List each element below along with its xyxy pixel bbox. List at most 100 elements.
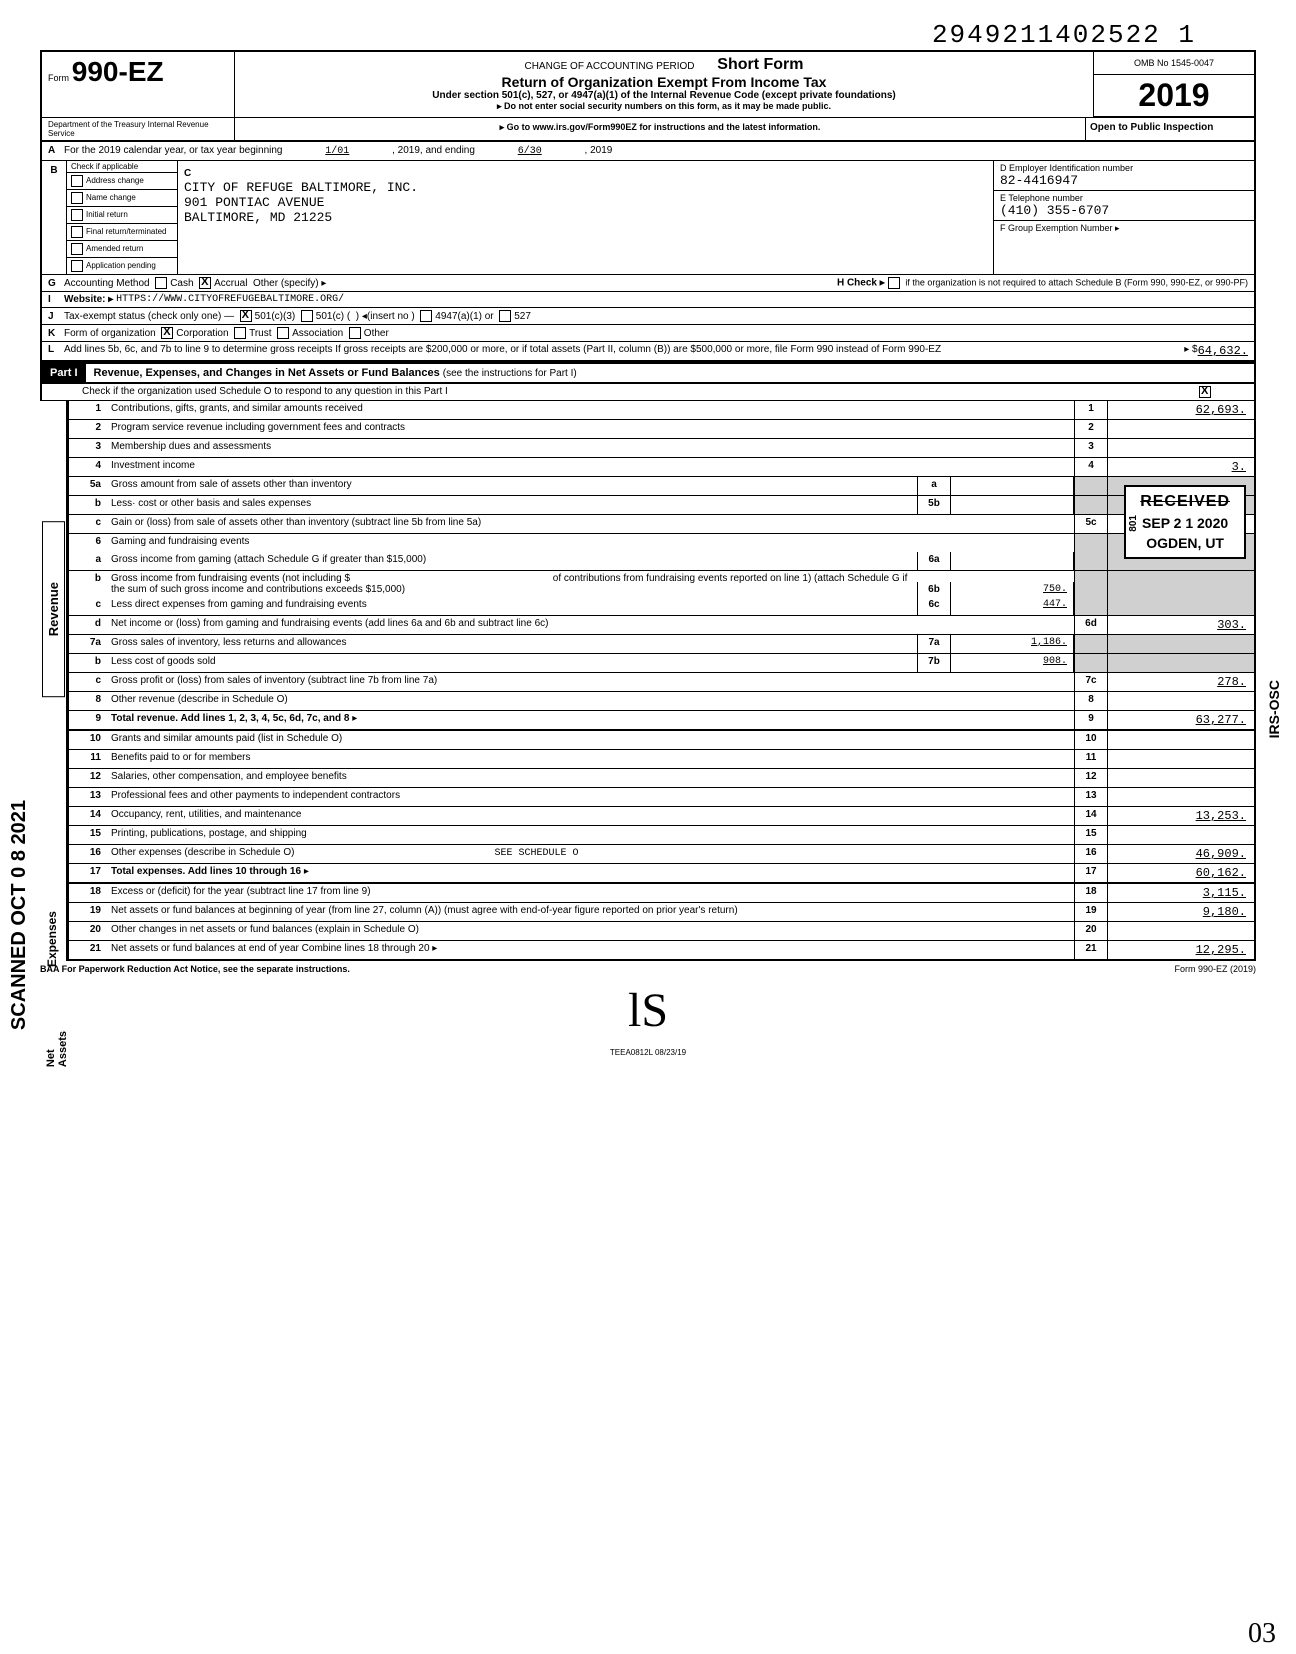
schedule-o-checkbox[interactable]	[1199, 386, 1211, 398]
line-17-rn: 17	[1074, 864, 1108, 882]
line-6c-mn: 6c	[917, 597, 951, 615]
line-12-num: 12	[69, 769, 107, 787]
address-change-checkbox[interactable]	[71, 175, 83, 187]
line-13-rn: 13	[1074, 788, 1108, 806]
501c-checkbox[interactable]	[301, 310, 313, 322]
row-i: I Website: ▸ HTTPS://WWW.CITYOFREFUGEBAL…	[40, 292, 1256, 308]
line-5b-mn: 5b	[917, 496, 951, 514]
scanned-stamp: SCANNED OCT 0 8 2021	[8, 800, 31, 1030]
form-org-label: Form of organization	[64, 328, 156, 339]
line-14: 14Occupancy, rent, utilities, and mainte…	[67, 807, 1256, 826]
line-13-value	[1108, 788, 1254, 806]
line-6a-mv	[951, 552, 1074, 570]
line-14-desc: Occupancy, rent, utilities, and maintena…	[107, 807, 1074, 825]
line-2-rn: 2	[1074, 420, 1108, 438]
received-date: SEP 2 1 2020	[1142, 515, 1228, 531]
line-6-num: 6	[69, 534, 107, 552]
label-c: C	[184, 168, 191, 179]
phone-label: E Telephone number	[1000, 193, 1083, 203]
initial-return-checkbox[interactable]	[71, 209, 83, 221]
schedule-b-checkbox[interactable]	[888, 277, 900, 289]
accrual-checkbox[interactable]	[199, 277, 211, 289]
initial-return-label: Initial return	[86, 210, 128, 219]
line-8-rn: 8	[1074, 692, 1108, 710]
line-7c-rn: 7c	[1074, 673, 1108, 691]
line-18-num: 18	[69, 884, 107, 902]
line-7a-mn: 7a	[917, 635, 951, 653]
association-checkbox[interactable]	[277, 327, 289, 339]
association-label: Association	[292, 328, 343, 339]
line-12-value	[1108, 769, 1254, 787]
line-7b-rv-shaded	[1108, 654, 1254, 672]
line-16-num: 16	[69, 845, 107, 863]
other-org-checkbox[interactable]	[349, 327, 361, 339]
4947-checkbox[interactable]	[420, 310, 432, 322]
line-16-rn: 16	[1074, 845, 1108, 863]
line-6b-rn-shaded	[1074, 571, 1108, 597]
line-3: 3Membership dues and assessments3	[67, 439, 1256, 458]
line-8-value	[1108, 692, 1254, 710]
line-5b: bLess· cost or other basis and sales exp…	[67, 496, 1256, 515]
org-street: 901 PONTIAC AVENUE	[184, 195, 324, 210]
line-15: 15Printing, publications, postage, and s…	[67, 826, 1256, 845]
527-checkbox[interactable]	[499, 310, 511, 322]
line-7a-rn-shaded	[1074, 635, 1108, 653]
line-6b-mn: 6b	[917, 582, 951, 597]
ssn-warning: ▸ Do not enter social security numbers o…	[245, 101, 1083, 112]
ein-value: 82-4416947	[1000, 173, 1248, 188]
line-14-value: 13,253.	[1108, 807, 1254, 825]
address-change-label: Address change	[86, 176, 144, 185]
schedule-o-check-text: Check if the organization used Schedule …	[82, 386, 448, 398]
row-k: K Form of organization Corporation Trust…	[40, 325, 1256, 342]
line-1-rn: 1	[1074, 401, 1108, 419]
line-21-rn: 21	[1074, 941, 1108, 959]
line-6: 6Gaming and fundraising events	[67, 534, 1256, 552]
line-15-rn: 15	[1074, 826, 1108, 844]
line-13-desc: Professional fees and other payments to …	[107, 788, 1074, 806]
received-text: RECEIVED	[1140, 493, 1230, 511]
final-return-checkbox[interactable]	[71, 226, 83, 238]
label-h: H Check ▸	[837, 278, 885, 289]
org-city: BALTIMORE, MD 21225	[184, 210, 332, 225]
row-a-text3: , 2019	[585, 145, 613, 156]
trust-checkbox[interactable]	[234, 327, 246, 339]
line-16: 16Other expenses (describe in Schedule O…	[67, 845, 1256, 864]
line-7a-desc: Gross sales of inventory, less returns a…	[107, 635, 917, 653]
other-org-label: Other	[364, 328, 389, 339]
line-6a-rn-shaded	[1074, 552, 1108, 570]
application-pending-checkbox[interactable]	[71, 260, 83, 272]
part-1-note: (see the instructions for Part I)	[443, 368, 577, 379]
line-6a-num: a	[69, 552, 107, 570]
line-15-num: 15	[69, 826, 107, 844]
501c3-checkbox[interactable]	[240, 310, 252, 322]
line-2: 2Program service revenue including gover…	[67, 420, 1256, 439]
line-7b: bLess cost of goods sold7b908.	[67, 654, 1256, 673]
website-label: Website: ▸	[64, 294, 113, 305]
line-10-num: 10	[69, 731, 107, 749]
line-8-num: 8	[69, 692, 107, 710]
line-3-desc: Membership dues and assessments	[107, 439, 1074, 457]
row-j: J Tax-exempt status (check only one) — 5…	[40, 308, 1256, 325]
label-k: K	[48, 328, 64, 339]
change-period: CHANGE OF ACCOUNTING PERIOD	[524, 61, 694, 72]
line-8: 8Other revenue (describe in Schedule O)8	[67, 692, 1256, 711]
line-5a-mn: a	[917, 477, 951, 495]
line-2-num: 2	[69, 420, 107, 438]
cash-checkbox[interactable]	[155, 277, 167, 289]
label-a: A	[48, 145, 55, 156]
corporation-checkbox[interactable]	[161, 327, 173, 339]
label-l: L	[48, 344, 64, 358]
name-change-checkbox[interactable]	[71, 192, 83, 204]
line-6b-rv-shaded	[1108, 571, 1254, 597]
527-label: 527	[514, 311, 531, 322]
line-5b-desc: Less· cost or other basis and sales expe…	[107, 496, 917, 514]
check-if-applicable: Check if applicable	[67, 161, 177, 173]
line-6a-desc: Gross income from gaming (attach Schedul…	[107, 552, 917, 570]
gross-receipts-amount: 64,632.	[1198, 344, 1248, 358]
main-table: Revenue Expenses Net Assets RECEIVED 801…	[40, 401, 1256, 961]
row-l: L Add lines 5b, 6c, and 7b to line 9 to …	[40, 342, 1256, 362]
line-19-num: 19	[69, 903, 107, 921]
line-7a-rv-shaded	[1108, 635, 1254, 653]
amended-return-checkbox[interactable]	[71, 243, 83, 255]
begin-date: 1/01	[325, 146, 349, 157]
